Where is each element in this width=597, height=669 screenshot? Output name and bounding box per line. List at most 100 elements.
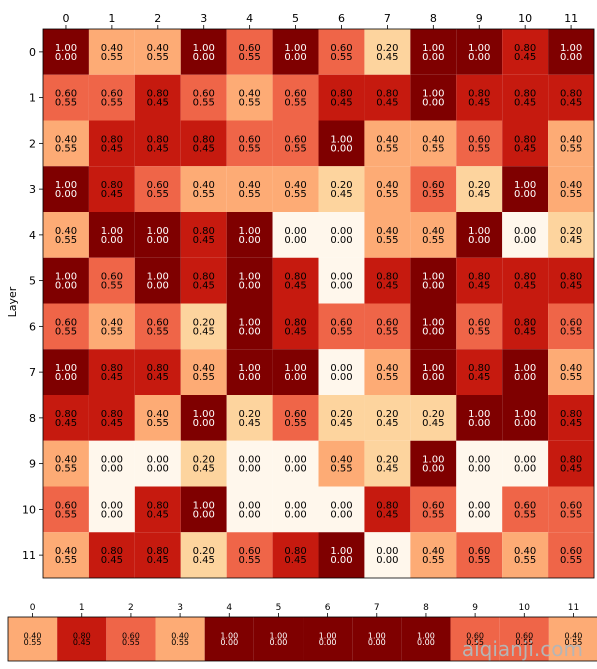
main-cell-sub-value-2-10: 0.45 bbox=[514, 143, 536, 154]
main-cell-10-2 bbox=[134, 486, 181, 533]
main-cell-sub-value-0-7: 0.45 bbox=[376, 52, 398, 63]
main-cell-1-8 bbox=[410, 74, 457, 121]
main-cell-value-0-3: 1.00 bbox=[193, 43, 215, 54]
summary-x-tick-label-0: 0 bbox=[30, 603, 36, 613]
main-cell-value-3-8: 0.60 bbox=[422, 180, 444, 191]
main-cell-value-10-3: 1.00 bbox=[193, 500, 215, 511]
main-cell-sub-value-11-2: 0.45 bbox=[147, 555, 169, 566]
summary-heatmap: 0.400.550.800.450.600.550.400.551.000.00… bbox=[7, 616, 597, 662]
main-cell-value-0-9: 1.00 bbox=[468, 43, 490, 54]
main-cell-7-9 bbox=[456, 349, 503, 395]
main-cell-sub-value-6-6: 0.55 bbox=[330, 326, 352, 337]
main-cell-value-5-2: 1.00 bbox=[147, 272, 169, 283]
main-cell-4-1 bbox=[88, 212, 135, 258]
main-cell-9-6 bbox=[318, 440, 365, 487]
main-cell-sub-value-7-4: 0.00 bbox=[239, 372, 261, 383]
main-cell-sub-value-0-9: 0.00 bbox=[468, 52, 490, 63]
main-cell-sub-value-2-2: 0.45 bbox=[147, 143, 169, 154]
main-cell-8-9 bbox=[456, 395, 503, 441]
main-y-tick-label-4: 4 bbox=[29, 229, 36, 242]
main-cell-7-6 bbox=[318, 349, 365, 395]
main-cell-sub-value-8-0: 0.45 bbox=[55, 418, 77, 429]
main-x-tick-label-7: 7 bbox=[384, 12, 391, 25]
summary-cell-sub-value-0-10: 0.55 bbox=[515, 638, 533, 647]
main-cell-10-9 bbox=[456, 486, 503, 533]
main-cell-sub-value-8-5: 0.55 bbox=[284, 418, 306, 429]
summary-x-tick-label-4: 4 bbox=[226, 603, 232, 613]
summary-cell-value-0-3: 0.40 bbox=[171, 632, 189, 641]
main-cell-sub-value-5-6: 0.00 bbox=[330, 281, 352, 292]
main-cell-value-9-2: 0.00 bbox=[147, 455, 169, 466]
main-cell-sub-value-1-7: 0.45 bbox=[376, 98, 398, 109]
main-cell-sub-value-1-0: 0.55 bbox=[55, 98, 77, 109]
main-cell-sub-value-6-10: 0.45 bbox=[514, 326, 536, 337]
main-cell-5-11 bbox=[548, 257, 595, 304]
main-cell-sub-value-1-6: 0.45 bbox=[330, 98, 352, 109]
summary-cell-value-0-8: 1.00 bbox=[417, 632, 435, 641]
main-cell-sub-value-1-4: 0.55 bbox=[239, 98, 261, 109]
main-cell-value-1-6: 0.80 bbox=[330, 89, 352, 100]
main-cell-value-11-6: 1.00 bbox=[330, 546, 352, 557]
main-cell-value-7-5: 1.00 bbox=[284, 363, 306, 374]
summary-cell-0-6 bbox=[303, 617, 353, 661]
main-cell-value-7-10: 1.00 bbox=[514, 363, 536, 374]
main-cell-0-6 bbox=[318, 29, 365, 75]
summary-x-tick-label-11: 11 bbox=[568, 603, 579, 613]
main-cell-sub-value-1-2: 0.45 bbox=[147, 98, 169, 109]
main-cell-sub-value-3-10: 0.00 bbox=[514, 189, 536, 200]
main-cell-value-11-11: 0.60 bbox=[560, 546, 582, 557]
main-cell-sub-value-9-0: 0.55 bbox=[55, 464, 77, 475]
main-cell-9-0 bbox=[43, 440, 89, 487]
main-cell-sub-value-9-7: 0.45 bbox=[376, 464, 398, 475]
main-cell-sub-value-7-1: 0.45 bbox=[101, 372, 123, 383]
main-cell-3-7 bbox=[364, 166, 411, 212]
main-cell-5-3 bbox=[180, 257, 227, 304]
main-cell-sub-value-0-4: 0.55 bbox=[239, 52, 261, 63]
main-cell-value-4-10: 0.00 bbox=[514, 226, 536, 237]
main-cell-value-11-10: 0.40 bbox=[514, 546, 536, 557]
main-cell-value-9-10: 0.00 bbox=[514, 455, 536, 466]
main-cell-sub-value-5-4: 0.00 bbox=[239, 281, 261, 292]
main-cell-sub-value-6-2: 0.55 bbox=[147, 326, 169, 337]
main-cell-value-11-8: 0.40 bbox=[422, 546, 444, 557]
main-y-tick-label-11: 11 bbox=[22, 549, 36, 562]
main-cell-sub-value-3-3: 0.55 bbox=[193, 189, 215, 200]
main-cell-sub-value-5-11: 0.45 bbox=[560, 281, 582, 292]
main-cell-value-10-10: 0.60 bbox=[514, 500, 536, 511]
main-cell-sub-value-2-11: 0.55 bbox=[560, 143, 582, 154]
main-cell-sub-value-3-2: 0.55 bbox=[147, 189, 169, 200]
main-cell-sub-value-3-4: 0.55 bbox=[239, 189, 261, 200]
main-cell-9-7 bbox=[364, 440, 411, 487]
main-cell-9-3 bbox=[180, 440, 227, 487]
main-cell-0-3 bbox=[180, 29, 227, 75]
main-cell-sub-value-2-1: 0.45 bbox=[101, 143, 123, 154]
main-cell-4-0 bbox=[43, 212, 89, 258]
summary-cell-0-4 bbox=[204, 617, 254, 661]
summary-cell-sub-value-0-4: 0.00 bbox=[220, 638, 238, 647]
main-cell-1-10 bbox=[502, 74, 549, 121]
main-cell-sub-value-8-2: 0.55 bbox=[147, 418, 169, 429]
main-cell-sub-value-6-8: 0.00 bbox=[422, 326, 444, 337]
main-cell-value-6-3: 0.20 bbox=[193, 317, 215, 328]
summary-cell-0-1 bbox=[57, 617, 107, 661]
summary-cell-0-5 bbox=[253, 617, 304, 661]
main-cell-3-9 bbox=[456, 166, 503, 212]
main-cell-value-1-2: 0.80 bbox=[147, 89, 169, 100]
main-cell-value-7-11: 0.40 bbox=[560, 363, 582, 374]
main-cell-8-1 bbox=[88, 395, 135, 441]
main-cell-sub-value-9-4: 0.00 bbox=[239, 464, 261, 475]
main-cell-value-8-0: 0.80 bbox=[55, 409, 77, 420]
main-cell-value-7-9: 0.80 bbox=[468, 363, 490, 374]
main-cell-11-1 bbox=[88, 532, 135, 578]
main-cell-1-1 bbox=[88, 74, 135, 121]
main-cell-sub-value-2-6: 0.00 bbox=[330, 143, 352, 154]
main-cell-value-9-1: 0.00 bbox=[101, 455, 123, 466]
main-cell-0-11 bbox=[548, 29, 595, 75]
main-cell-value-2-7: 0.40 bbox=[376, 134, 398, 145]
main-cell-sub-value-8-8: 0.45 bbox=[422, 418, 444, 429]
main-cell-8-5 bbox=[272, 395, 319, 441]
main-cell-sub-value-5-5: 0.45 bbox=[284, 281, 306, 292]
main-cell-value-9-7: 0.20 bbox=[376, 455, 398, 466]
main-cell-sub-value-4-8: 0.55 bbox=[422, 235, 444, 246]
main-cell-sub-value-11-9: 0.55 bbox=[468, 555, 490, 566]
